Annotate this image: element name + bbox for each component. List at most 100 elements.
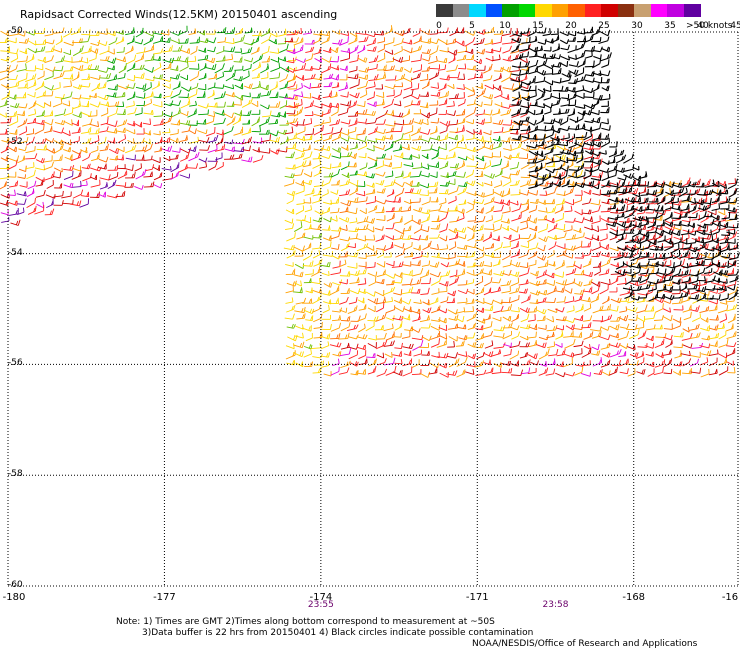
wind-barb [400, 205, 411, 212]
wind-barb [321, 35, 330, 45]
wind-barb [601, 100, 609, 107]
wind-barb [52, 98, 63, 108]
wind-barb [726, 331, 737, 340]
wind-barb [411, 127, 421, 137]
wind-barb [233, 138, 245, 145]
wind-barb [226, 116, 236, 126]
wind-barb [330, 322, 342, 332]
wind-barb [519, 262, 529, 269]
wind-barb [303, 83, 311, 90]
wind-barb [727, 284, 736, 291]
wind-barb [337, 107, 349, 116]
wind-barb [422, 55, 431, 62]
wind-barb [420, 287, 430, 296]
wind-barb [583, 189, 592, 195]
wind-barb [555, 343, 563, 348]
wind-barb [555, 212, 564, 223]
wind-barb [383, 323, 394, 332]
wind-barb [446, 100, 455, 108]
wind-barb [411, 260, 421, 267]
wind-barb [563, 186, 575, 197]
wind-barb [465, 169, 475, 179]
wind-barb [583, 34, 594, 43]
wind-barb [482, 231, 492, 242]
colorbar-swatch [535, 4, 552, 17]
wind-barb [27, 180, 37, 190]
wind-barb [699, 306, 710, 313]
wind-barb [467, 262, 476, 268]
wind-barb [294, 62, 307, 72]
wind-barb [466, 361, 476, 368]
wind-barb [673, 361, 683, 367]
wind-barb [311, 266, 321, 277]
wind-barb [35, 119, 45, 125]
wind-barb [0, 83, 9, 89]
wind-barb [170, 38, 180, 44]
wind-barb [710, 214, 720, 221]
wind-barb [394, 73, 406, 82]
wind-barb [647, 368, 655, 377]
wind-barb [63, 56, 73, 63]
wind-barb [197, 30, 206, 36]
wind-barb [340, 52, 350, 62]
wind-barb [391, 162, 402, 169]
wind-barb [340, 47, 351, 54]
wind-barb [188, 120, 198, 126]
wind-barb [609, 287, 618, 293]
wind-barb [530, 360, 539, 366]
wind-barb [225, 53, 234, 61]
wind-barb [367, 46, 377, 52]
wind-barb [458, 335, 468, 341]
wind-barb [609, 179, 621, 186]
wind-barb [639, 234, 650, 244]
wind-barb [402, 89, 414, 99]
wind-barb [503, 349, 512, 357]
wind-barb [348, 296, 358, 305]
wind-barb [482, 160, 492, 170]
wind-barb [448, 241, 457, 251]
wind-barb [320, 107, 331, 116]
wind-barb [682, 304, 692, 313]
wind-barb [548, 261, 556, 267]
wind-barb [546, 206, 557, 214]
wind-barb [644, 312, 656, 320]
wind-barb [72, 64, 84, 72]
wind-barb [430, 197, 439, 203]
wind-barb [421, 335, 432, 342]
wind-barb [169, 100, 182, 107]
wind-barb [591, 99, 600, 107]
wind-barb [474, 360, 484, 368]
wind-barb [386, 213, 395, 222]
wind-barb [224, 84, 235, 90]
wind-barb [574, 288, 585, 295]
wind-barb [115, 56, 126, 63]
wind-barb [644, 342, 655, 349]
wind-barb [412, 313, 421, 322]
wind-barb [429, 233, 440, 239]
wind-barb [43, 155, 53, 163]
wind-barb [296, 199, 305, 205]
wind-barb [568, 99, 577, 107]
wind-barb [610, 297, 622, 304]
wind-barb [608, 197, 619, 203]
wind-barb [72, 180, 82, 188]
wind-barb [311, 195, 322, 204]
wind-barb [704, 285, 716, 291]
wind-barb [411, 267, 424, 277]
wind-barb [712, 226, 721, 236]
wind-barb [616, 277, 627, 286]
wind-barb [384, 49, 394, 55]
wind-barb [474, 101, 483, 107]
wind-barb [135, 154, 145, 161]
wind-barb [429, 64, 441, 70]
wind-barb [474, 342, 484, 349]
wind-barb [482, 269, 492, 276]
wind-barb [384, 84, 396, 90]
wind-barb [492, 54, 501, 62]
wind-barb [365, 321, 375, 332]
wind-barb [294, 27, 303, 35]
wind-barb [546, 162, 556, 168]
wind-barb [365, 173, 375, 179]
wind-barb [671, 182, 682, 189]
wind-barb [251, 116, 260, 127]
